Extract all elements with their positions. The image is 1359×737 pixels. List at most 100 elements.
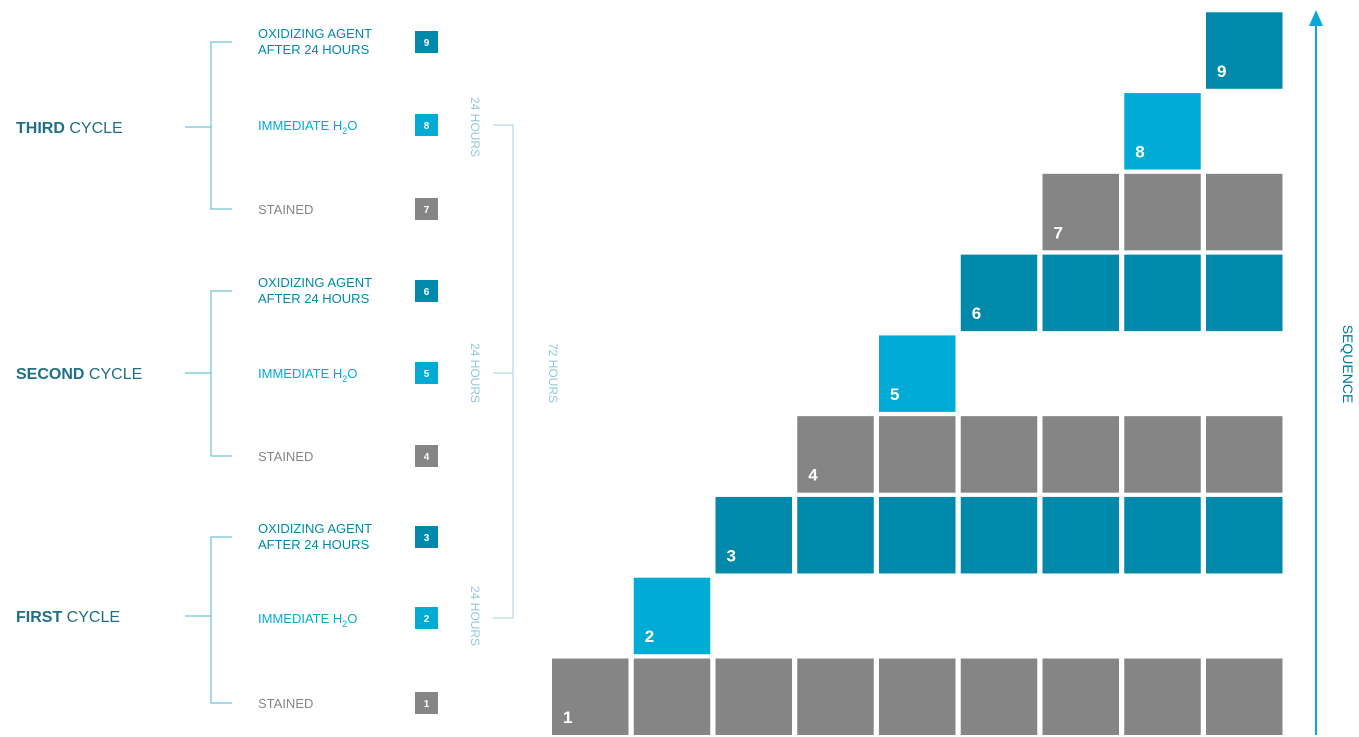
step-badge xyxy=(415,31,438,53)
sequence-cell xyxy=(1206,496,1283,574)
cycle-title: THIRD CYCLE xyxy=(16,120,123,137)
step-badge-number: 8 xyxy=(424,121,430,132)
step-badge-number: 7 xyxy=(424,205,430,216)
sequence-cell xyxy=(1042,173,1119,251)
sequence-cell xyxy=(879,335,956,412)
sequence-cell xyxy=(1124,416,1201,493)
cycle-title-ordinal: THIRD xyxy=(16,120,65,137)
sequence-step-number: 9 xyxy=(1217,62,1226,81)
sequence-cell xyxy=(633,577,711,655)
cycle-title-ordinal: FIRST xyxy=(16,609,62,626)
sequence-step-number: 3 xyxy=(727,546,736,565)
sequence-step-number: 2 xyxy=(645,627,654,646)
sequence-step-number: 8 xyxy=(1135,143,1144,162)
sequence-step-number: 7 xyxy=(1054,223,1063,242)
step-label-line2: AFTER 24 HOURS xyxy=(258,291,370,306)
sequence-cell xyxy=(1206,173,1283,251)
step-badge xyxy=(415,445,438,467)
cycle-title-ordinal: SECOND xyxy=(16,366,84,383)
sequence-cell xyxy=(1206,254,1283,332)
sequence-step-number: 1 xyxy=(563,708,572,727)
sequence-arrow-head xyxy=(1309,10,1323,26)
sequence-axis-label: SEQUENCE xyxy=(1340,325,1356,404)
sequence-cell xyxy=(960,254,1038,332)
step-label: OXIDIZING AGENT xyxy=(258,275,372,290)
step-label: OXIDIZING AGENT xyxy=(258,26,372,41)
step-badge-number: 2 xyxy=(424,614,430,625)
cycle-title-word: CYCLE xyxy=(69,120,122,137)
step-label-line2: AFTER 24 HOURS xyxy=(258,42,370,57)
step-label-line2: AFTER 24 HOURS xyxy=(258,537,370,552)
sequence-cell xyxy=(1124,173,1201,251)
sequence-cell xyxy=(797,496,874,574)
sequence-cell xyxy=(797,658,874,735)
step-label: STAINED xyxy=(258,202,313,217)
sequence-cell xyxy=(1206,416,1283,493)
sequence-cell xyxy=(1124,254,1201,332)
cycle-group: SECOND CYCLE STAINED 4 IMMEDIATE H2O 5 OXIDIZ… xyxy=(16,275,438,467)
sequence-step-number: 6 xyxy=(972,304,981,323)
cycle-title-word: CYCLE xyxy=(89,366,142,383)
step-badge xyxy=(415,526,438,548)
step-badge xyxy=(415,607,438,629)
cycle-duration-label: 24 HOURS xyxy=(468,97,482,157)
total-duration-label: 72 HOURS xyxy=(546,343,560,403)
sequence-cell xyxy=(879,658,956,735)
sequence-cell xyxy=(1042,496,1119,574)
sequence-cell xyxy=(633,658,711,735)
step-badge xyxy=(415,692,438,714)
step-label: STAINED xyxy=(258,449,313,464)
cycle-duration-label: 24 HOURS xyxy=(468,586,482,646)
step-label: IMMEDIATE H2O xyxy=(258,611,357,629)
step-badge-number: 1 xyxy=(424,699,430,710)
sequence-cell xyxy=(1042,416,1119,493)
step-label: OXIDIZING AGENT xyxy=(258,521,372,536)
sequence-cell xyxy=(1042,658,1119,735)
step-badge-number: 5 xyxy=(424,369,430,380)
cycle-duration-text: 24 HOURS xyxy=(468,343,482,403)
cycle-title: FIRST CYCLE xyxy=(16,609,120,626)
step-badge xyxy=(415,198,438,220)
sequence-cell xyxy=(715,496,792,574)
cycle-title: SECOND CYCLE xyxy=(16,366,142,383)
sequence-cell xyxy=(715,658,792,735)
sequence-cell xyxy=(960,496,1038,574)
cycle-title-word: CYCLE xyxy=(67,609,120,626)
cycle-bracket xyxy=(185,41,232,210)
cycle-duration-label: 24 HOURS xyxy=(468,343,482,403)
sequence-cell xyxy=(1124,93,1201,170)
sequence-cell xyxy=(879,496,956,574)
step-badge-number: 6 xyxy=(424,287,430,298)
sequence-cell xyxy=(1206,658,1283,735)
step-label: STAINED xyxy=(258,696,313,711)
total-duration-text: 72 HOURS xyxy=(546,343,560,403)
cycle-group: THIRD CYCLE STAINED 7 IMMEDIATE H2O 8 OXIDIZI… xyxy=(16,26,438,220)
sequence-step-number: 4 xyxy=(808,466,818,485)
sequence-cell xyxy=(1124,496,1201,574)
sequence-cell xyxy=(552,658,629,735)
step-badge xyxy=(415,362,438,384)
cycle-bracket xyxy=(185,290,232,457)
step-badge xyxy=(415,114,438,136)
step-badge xyxy=(415,280,438,302)
cycle-duration-text: 24 HOURS xyxy=(468,97,482,157)
sequence-cell xyxy=(879,416,956,493)
step-label: IMMEDIATE H2O xyxy=(258,366,357,384)
sequence-label-text: SEQUENCE xyxy=(1340,325,1356,404)
total-span-bracket xyxy=(493,124,514,619)
sequence-step-number: 5 xyxy=(890,385,899,404)
sequence-cell xyxy=(797,416,874,493)
sequence-cell xyxy=(1042,254,1119,332)
sequence-cell xyxy=(1206,12,1283,89)
cycle-duration-text: 24 HOURS xyxy=(468,586,482,646)
step-badge-number: 4 xyxy=(424,452,430,463)
step-badge-number: 3 xyxy=(424,533,430,544)
cycle-group: FIRST CYCLE STAINED 1 IMMEDIATE H2O 2 OXIDIZI… xyxy=(16,521,438,714)
cycle-bracket xyxy=(185,536,232,704)
step-label: IMMEDIATE H2O xyxy=(258,118,357,136)
sequence-cell xyxy=(1124,658,1201,735)
sequence-cell xyxy=(960,658,1038,735)
step-badge-number: 9 xyxy=(424,38,430,49)
sequence-cell xyxy=(960,416,1038,493)
